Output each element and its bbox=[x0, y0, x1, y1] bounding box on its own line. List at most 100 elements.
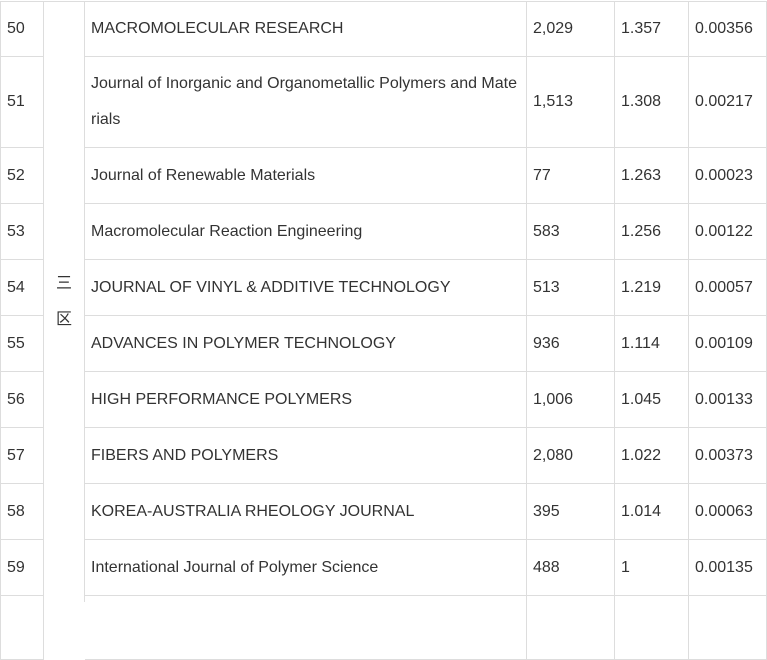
eigenfactor-cell: 0.00063 bbox=[689, 484, 767, 540]
rank: 52 bbox=[7, 166, 25, 184]
impact-factor-cell: 1.219 bbox=[615, 260, 689, 316]
citations: 583 bbox=[533, 222, 560, 240]
journal-name: HIGH PERFORMANCE POLYMERS bbox=[91, 390, 353, 408]
journal-name-cell: Journal of Renewable Materials bbox=[85, 148, 527, 204]
journal-name-cell: International Journal of Polymer Science bbox=[85, 540, 527, 596]
impact-factor-cell: 1.014 bbox=[615, 484, 689, 540]
impact-factor-cell: 1.263 bbox=[615, 148, 689, 204]
eigenfactor: 0.00122 bbox=[695, 222, 753, 240]
impact-factor: 1.263 bbox=[621, 166, 662, 184]
citations: 2,080 bbox=[533, 446, 574, 464]
eigenfactor: 0.00133 bbox=[695, 390, 753, 408]
rank-cell: 52 bbox=[0, 148, 44, 204]
rank-cell: 54 bbox=[0, 260, 44, 316]
citations-cell: 395 bbox=[527, 484, 615, 540]
journal-name-cell: KOREA-AUSTRALIA RHEOLOGY JOURNAL bbox=[85, 484, 527, 540]
rank-cell: 57 bbox=[0, 428, 44, 484]
citations: 77 bbox=[533, 166, 551, 184]
eigenfactor: 0.00135 bbox=[695, 558, 753, 576]
rank: 53 bbox=[7, 222, 25, 240]
impact-factor-cell: 1 bbox=[615, 540, 689, 596]
impact-factor: 1.219 bbox=[621, 278, 662, 296]
rank: 51 bbox=[7, 93, 25, 110]
impact-factor-cell: 1.256 bbox=[615, 204, 689, 260]
journal-name-cell: Journal of Inorganic and Organometallic … bbox=[85, 57, 527, 148]
citations: 936 bbox=[533, 334, 560, 352]
citations: 395 bbox=[533, 502, 560, 520]
eigenfactor: 0.00217 bbox=[695, 93, 753, 110]
journal-name: KOREA-AUSTRALIA RHEOLOGY JOURNAL bbox=[91, 502, 415, 520]
citations-cell: 77 bbox=[527, 148, 615, 204]
journal-name-cell: ADVANCES IN POLYMER TECHNOLOGY bbox=[85, 316, 527, 372]
impact-factor: 1.045 bbox=[621, 390, 662, 408]
journal-name-cell: Macromolecular Reaction Engineering bbox=[85, 204, 527, 260]
journal-name: Journal of Renewable Materials bbox=[91, 166, 316, 184]
empty-cell bbox=[689, 596, 767, 660]
journal-name-cell: HIGH PERFORMANCE POLYMERS bbox=[85, 372, 527, 428]
eigenfactor-cell: 0.00217 bbox=[689, 57, 767, 148]
eigenfactor: 0.00057 bbox=[695, 278, 753, 296]
citations: 513 bbox=[533, 278, 560, 296]
citations: 2,029 bbox=[533, 20, 574, 37]
eigenfactor-cell: 0.00023 bbox=[689, 148, 767, 204]
impact-factor-cell: 1.045 bbox=[615, 372, 689, 428]
rank-cell: 50 bbox=[0, 2, 44, 57]
eigenfactor: 0.00023 bbox=[695, 166, 753, 184]
impact-factor: 1.114 bbox=[621, 334, 660, 352]
eigenfactor-cell: 0.00109 bbox=[689, 316, 767, 372]
citations-cell: 583 bbox=[527, 204, 615, 260]
impact-factor-cell: 1.114 bbox=[615, 316, 689, 372]
top-border bbox=[0, 1, 767, 2]
journal-name: ADVANCES IN POLYMER TECHNOLOGY bbox=[91, 334, 396, 352]
rank-cell: 56 bbox=[0, 372, 44, 428]
eigenfactor: 0.00356 bbox=[695, 20, 753, 37]
citations-cell: 488 bbox=[527, 540, 615, 596]
rank: 54 bbox=[7, 278, 25, 296]
eigenfactor-cell: 0.00373 bbox=[689, 428, 767, 484]
rank: 56 bbox=[7, 390, 25, 408]
impact-factor: 1.308 bbox=[621, 93, 662, 110]
empty-cell bbox=[0, 596, 44, 660]
impact-factor: 1 bbox=[621, 558, 630, 576]
rank-cell: 58 bbox=[0, 484, 44, 540]
journal-name: FIBERS AND POLYMERS bbox=[91, 446, 279, 464]
empty-cell bbox=[527, 596, 615, 660]
journal-name: MACROMOLECULAR RESEARCH bbox=[91, 20, 344, 37]
eigenfactor-cell: 0.00057 bbox=[689, 260, 767, 316]
rank: 58 bbox=[7, 502, 25, 520]
impact-factor: 1.014 bbox=[621, 502, 662, 520]
citations: 1,006 bbox=[533, 390, 574, 408]
eigenfactor-cell: 0.00356 bbox=[689, 2, 767, 57]
impact-factor-cell: 1.357 bbox=[615, 2, 689, 57]
empty-cell bbox=[85, 596, 527, 660]
rank-cell: 59 bbox=[0, 540, 44, 596]
rank: 55 bbox=[7, 334, 25, 352]
citations: 488 bbox=[533, 558, 560, 576]
citations-cell: 2,029 bbox=[527, 2, 615, 57]
citations-cell: 936 bbox=[527, 316, 615, 372]
journal-name-cell: JOURNAL OF VINYL & ADDITIVE TECHNOLOGY bbox=[85, 260, 527, 316]
rank: 50 bbox=[7, 20, 25, 37]
eigenfactor: 0.00109 bbox=[695, 334, 753, 352]
citations: 1,513 bbox=[533, 93, 574, 110]
journal-name: International Journal of Polymer Science bbox=[91, 558, 379, 576]
journal-name: Journal of Inorganic and Organometallic … bbox=[91, 75, 517, 128]
journal-name: Macromolecular Reaction Engineering bbox=[91, 222, 363, 240]
impact-factor-cell: 1.022 bbox=[615, 428, 689, 484]
empty-cell bbox=[615, 596, 689, 660]
rank: 57 bbox=[7, 446, 25, 464]
zone-cell: 三区 bbox=[44, 2, 85, 602]
citations-cell: 1,006 bbox=[527, 372, 615, 428]
rank-cell: 55 bbox=[0, 316, 44, 372]
eigenfactor-cell: 0.00135 bbox=[689, 540, 767, 596]
eigenfactor: 0.00063 bbox=[695, 502, 753, 520]
rank: 59 bbox=[7, 558, 25, 576]
eigenfactor-cell: 0.00133 bbox=[689, 372, 767, 428]
impact-factor-cell: 1.308 bbox=[615, 57, 689, 148]
impact-factor: 1.256 bbox=[621, 222, 662, 240]
eigenfactor: 0.00373 bbox=[695, 446, 753, 464]
rank-cell: 53 bbox=[0, 204, 44, 260]
impact-factor: 1.022 bbox=[621, 446, 662, 464]
impact-factor: 1.357 bbox=[621, 20, 662, 37]
